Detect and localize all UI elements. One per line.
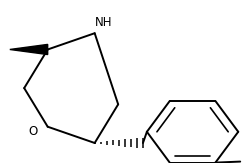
Text: O: O	[29, 125, 38, 138]
Text: NH: NH	[95, 16, 113, 29]
Polygon shape	[10, 44, 48, 55]
